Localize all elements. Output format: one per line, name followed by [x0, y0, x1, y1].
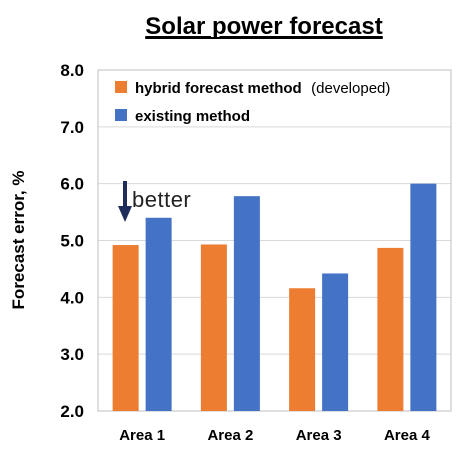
legend: hybrid forecast method (developed) exist…: [115, 80, 390, 125]
y-tick-label: 2.0: [60, 402, 84, 421]
bar-hybrid-3: [289, 288, 316, 411]
y-tick-label: 8.0: [60, 61, 84, 80]
y-tick-label: 5.0: [60, 232, 84, 251]
y-axis-label: Forecast error, %: [9, 171, 28, 310]
y-tick-label: 4.0: [60, 288, 84, 307]
bar-hybrid-2: [200, 244, 227, 411]
bar-hybrid-4: [377, 247, 404, 411]
annotation-text: better: [132, 187, 191, 212]
bar-existing-4: [410, 183, 437, 411]
bar-existing-3: [322, 273, 349, 411]
bar-hybrid-1: [112, 245, 139, 411]
y-tick-label: 7.0: [60, 118, 84, 137]
x-category-label: Area 1: [119, 427, 165, 444]
bars: [112, 183, 437, 411]
x-category-label: Area 3: [296, 427, 342, 444]
legend-series-name-hybrid: hybrid forecast method: [135, 80, 302, 97]
legend-series-suffix: (developed): [311, 80, 390, 97]
bar-existing-2: [233, 196, 260, 411]
y-tick-label: 6.0: [60, 175, 84, 194]
x-category-label: Area 2: [207, 427, 253, 444]
x-category-label: Area 4: [384, 427, 431, 444]
plot-frame: [97, 69, 452, 412]
legend-swatch-hybrid: [115, 81, 127, 93]
bar-existing-1: [145, 217, 172, 411]
y-axis-ticks: 2.0 3.0 4.0 5.0 6.0 7.0 8.0: [60, 61, 84, 421]
y-tick-label: 3.0: [60, 345, 84, 364]
legend-swatch-existing: [115, 109, 127, 121]
down-arrow-head: [118, 206, 132, 222]
x-axis-categories: Area 1 Area 2 Area 3 Area 4: [119, 427, 430, 444]
legend-label-hybrid: hybrid forecast method (developed): [135, 80, 390, 97]
better-annotation: better: [118, 181, 191, 222]
legend-label-existing: existing method: [135, 108, 250, 125]
chart-title: Solar power forecast: [145, 13, 382, 40]
